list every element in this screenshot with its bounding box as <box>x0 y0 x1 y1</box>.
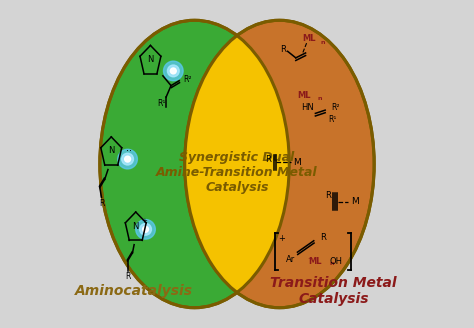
Text: R: R <box>99 199 104 208</box>
Circle shape <box>164 61 183 81</box>
Text: R²: R² <box>183 74 191 84</box>
Circle shape <box>170 68 176 74</box>
Circle shape <box>167 65 179 77</box>
Text: OH: OH <box>329 256 342 265</box>
Circle shape <box>118 149 137 169</box>
Text: ML: ML <box>297 91 310 100</box>
Text: ⁻: ⁻ <box>307 256 312 266</box>
Text: N: N <box>133 221 139 231</box>
Text: Ar: Ar <box>286 255 295 264</box>
Text: R: R <box>326 191 331 200</box>
Text: HN: HN <box>301 103 314 112</box>
Ellipse shape <box>100 20 289 308</box>
Text: R¹: R¹ <box>328 115 337 124</box>
Text: n: n <box>320 40 325 45</box>
Ellipse shape <box>185 20 374 308</box>
Text: M: M <box>351 197 358 206</box>
Text: R: R <box>265 154 271 164</box>
Text: N: N <box>147 55 154 64</box>
Text: R: R <box>125 272 130 281</box>
Text: Transition Metal
Catalysis: Transition Metal Catalysis <box>270 276 397 306</box>
Circle shape <box>143 226 148 232</box>
Text: Aminocatalysis: Aminocatalysis <box>75 284 193 298</box>
Text: n: n <box>318 96 322 101</box>
Text: ML: ML <box>309 256 322 265</box>
Text: R: R <box>320 233 326 242</box>
Text: R¹: R¹ <box>157 99 165 108</box>
Circle shape <box>140 223 151 235</box>
Circle shape <box>122 153 134 165</box>
Text: ··: ·· <box>126 146 132 156</box>
Ellipse shape <box>185 20 374 308</box>
Circle shape <box>125 156 130 162</box>
Text: +: + <box>278 234 285 243</box>
Text: +: + <box>141 217 147 223</box>
Ellipse shape <box>100 20 289 308</box>
Circle shape <box>136 219 155 239</box>
Text: R²: R² <box>332 103 340 112</box>
Text: ML: ML <box>302 34 316 43</box>
Text: n: n <box>329 261 334 266</box>
Text: R: R <box>280 45 286 54</box>
Text: Synergistic Dual
Amine-Transition Metal
Catalysis: Synergistic Dual Amine-Transition Metal … <box>156 151 318 194</box>
Text: N: N <box>108 146 114 155</box>
Text: M: M <box>293 158 301 167</box>
